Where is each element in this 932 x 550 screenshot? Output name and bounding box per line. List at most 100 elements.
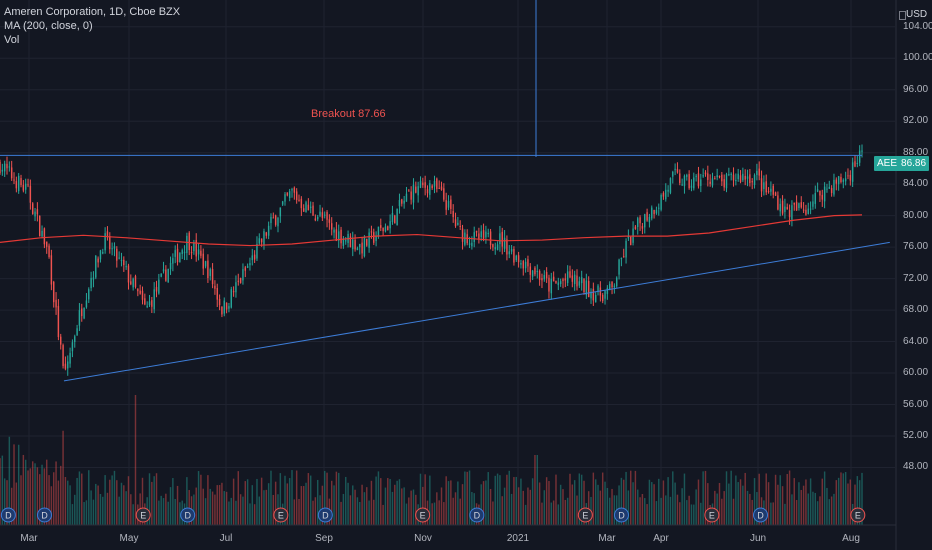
price-tick-label: 84.00 [903, 178, 929, 190]
candle-body [38, 215, 41, 237]
volume-bar [384, 487, 387, 525]
candle-body [482, 230, 485, 239]
candle-body [510, 248, 513, 252]
candle-body [160, 273, 162, 277]
candle-body [405, 193, 408, 202]
candle-body [57, 305, 60, 338]
volume-bar [270, 470, 272, 525]
candle-body [123, 259, 125, 266]
candle-body [309, 206, 312, 208]
candle-body [373, 232, 375, 243]
volume-bar [3, 478, 6, 525]
earnings-marker [577, 507, 593, 523]
volume-bar [480, 484, 482, 525]
volume-bar [702, 471, 704, 525]
volume-bar [279, 473, 282, 525]
candle-body [354, 239, 356, 250]
candle-body [608, 283, 611, 291]
candle-body [314, 218, 317, 221]
volume-bar [471, 491, 473, 525]
candle-body [279, 207, 282, 217]
candle-body [169, 262, 172, 270]
badge-symbol: AEE [877, 158, 898, 169]
volume-bar [356, 497, 359, 525]
volume-bar [69, 485, 71, 525]
candle-body [263, 231, 265, 245]
candle-body [480, 231, 482, 238]
marker-label: D [474, 511, 481, 521]
volume-bar [452, 497, 454, 525]
candle-body [330, 223, 333, 230]
volume-bar [174, 499, 176, 525]
candle-body [702, 175, 704, 177]
candle-body [363, 237, 366, 257]
currency-lock-icon[interactable] [899, 11, 906, 20]
volume-bar [847, 483, 849, 525]
candle-body [167, 269, 169, 283]
candle-body [179, 253, 181, 263]
currency-label[interactable]: USD [906, 9, 928, 20]
volume-bar [405, 503, 408, 525]
candle-body [847, 175, 849, 177]
volume-bar [655, 501, 658, 525]
volume-bar [53, 472, 55, 525]
volume-bar [538, 482, 541, 525]
volume-bar [274, 481, 277, 525]
candle-body [76, 328, 78, 336]
time-tick-label: Apr [653, 533, 669, 544]
volume-bar [454, 492, 457, 525]
candle-body [137, 288, 139, 292]
volume-bar [531, 478, 534, 525]
candle-body [550, 278, 553, 294]
volume-bar [394, 484, 396, 525]
volume-bar [312, 500, 314, 525]
volume-bar [314, 497, 317, 525]
candle-body [623, 256, 625, 258]
volume-bar [260, 477, 263, 525]
candle-body [856, 162, 859, 164]
volume-bar [623, 479, 625, 525]
volume-bar [354, 489, 356, 525]
volume-bar [503, 487, 506, 525]
volume-bar [373, 499, 375, 525]
candle-body [202, 253, 204, 269]
candle-body [319, 211, 321, 216]
candle-body [578, 281, 581, 286]
volume-bar [707, 483, 709, 525]
volume-bar [429, 475, 431, 525]
volume-bar [232, 478, 235, 525]
volume-bar [674, 482, 676, 525]
volume-bar [27, 470, 29, 525]
candle-body [837, 176, 840, 185]
volume-bar [10, 487, 13, 525]
candle-body [753, 175, 756, 185]
volume-bar [445, 476, 447, 525]
candle-body [688, 174, 690, 189]
candle-body [496, 244, 499, 250]
candle-body [272, 217, 275, 219]
candle-body [111, 248, 113, 250]
volume-bar [751, 499, 753, 525]
candle-body [737, 173, 739, 180]
volume-bar [550, 502, 553, 525]
volume-bar [239, 494, 242, 525]
badge-value: 86.86 [901, 158, 927, 169]
volume-bar [555, 474, 557, 525]
price-tick-label: 60.00 [903, 367, 929, 379]
volume-bar [601, 472, 604, 525]
volume-bar [326, 472, 328, 525]
price-tick-label: 96.00 [903, 83, 929, 95]
volume-bar [795, 500, 798, 525]
candle-body [440, 186, 443, 190]
candle-body [653, 210, 655, 215]
volume-bar [102, 496, 104, 525]
volume-bar [536, 455, 539, 525]
candle-body [674, 168, 676, 170]
candle-body [473, 232, 475, 242]
volume-bar [786, 474, 788, 525]
candle-body [630, 236, 632, 246]
volume-bar [837, 477, 840, 525]
candle-body [501, 231, 503, 247]
volume-bar [295, 470, 298, 525]
